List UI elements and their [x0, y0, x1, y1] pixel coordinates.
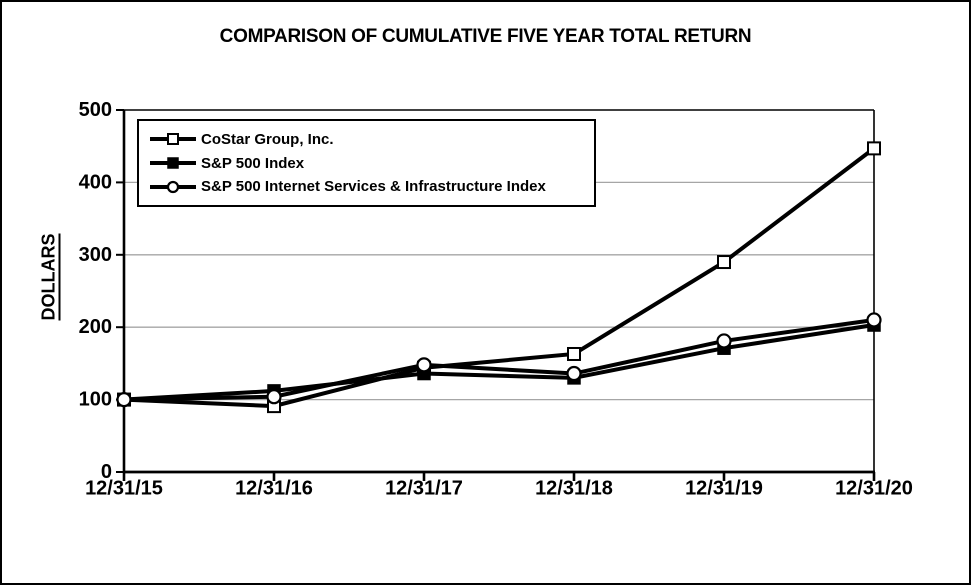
open-square-marker-icon [717, 255, 731, 270]
x-tick-label-1: 12/31/16 [235, 478, 313, 500]
legend-label: S&P 500 Internet Services & Infrastructu… [201, 178, 546, 196]
chart-legend: CoStar Group, Inc. S&P 500 Index S&P 500 I… [137, 119, 596, 207]
open-circle-marker-icon [566, 365, 582, 382]
legend-label: S&P 500 Index [201, 154, 305, 172]
series-line-s-p-500-index [123, 323, 875, 402]
x-tick-label-4: 12/31/19 [685, 478, 763, 500]
open-square-marker-icon [867, 141, 881, 156]
legend-item-s-p-500-internet-services-infrastructure-index: S&P 500 Internet Services & Infrastructu… [149, 178, 594, 195]
open-circle-marker-icon [116, 392, 132, 408]
filled-square-marker-icon [167, 157, 179, 169]
series-line-costar-group-inc [123, 146, 876, 409]
open-circle-marker-icon [416, 357, 432, 373]
open-circle-marker-icon [266, 389, 282, 405]
series-line-s-p-500-internet-services-infrastructure-index [123, 317, 875, 402]
open-circle-marker-icon [716, 333, 732, 349]
chart-title: COMPARISON OF CUMULATIVE FIVE YEAR TOTAL… [219, 26, 752, 47]
open-circle-marker-icon [166, 180, 180, 193]
x-tick-label-0: 12/31/15 [85, 478, 163, 500]
legend-sample-filled-square [150, 157, 196, 169]
y-tick-label-400: 400 [79, 171, 112, 193]
open-square-marker-icon [567, 346, 581, 361]
legend-item-s-p-500-index: S&P 500 Index [149, 155, 594, 172]
open-square-marker-icon [167, 133, 179, 146]
y-tick-label-500: 500 [79, 99, 112, 121]
x-tick-label-5: 12/31/20 [835, 478, 913, 500]
y-tick-label-100: 100 [79, 389, 112, 411]
y-tick-label-0: 0 [101, 461, 112, 483]
x-tick-label-3: 12/31/18 [535, 478, 613, 500]
y-tick-label-200: 200 [79, 316, 112, 338]
x-tick-label-2: 12/31/17 [385, 478, 463, 500]
legend-label: CoStar Group, Inc. [201, 130, 334, 148]
legend-item-costar-group-inc: CoStar Group, Inc. [149, 131, 594, 148]
legend-sample-open-square [150, 133, 196, 146]
legend-sample-open-circle [150, 180, 196, 193]
y-tick-label-300: 300 [79, 244, 112, 266]
open-circle-marker-icon [866, 312, 882, 328]
